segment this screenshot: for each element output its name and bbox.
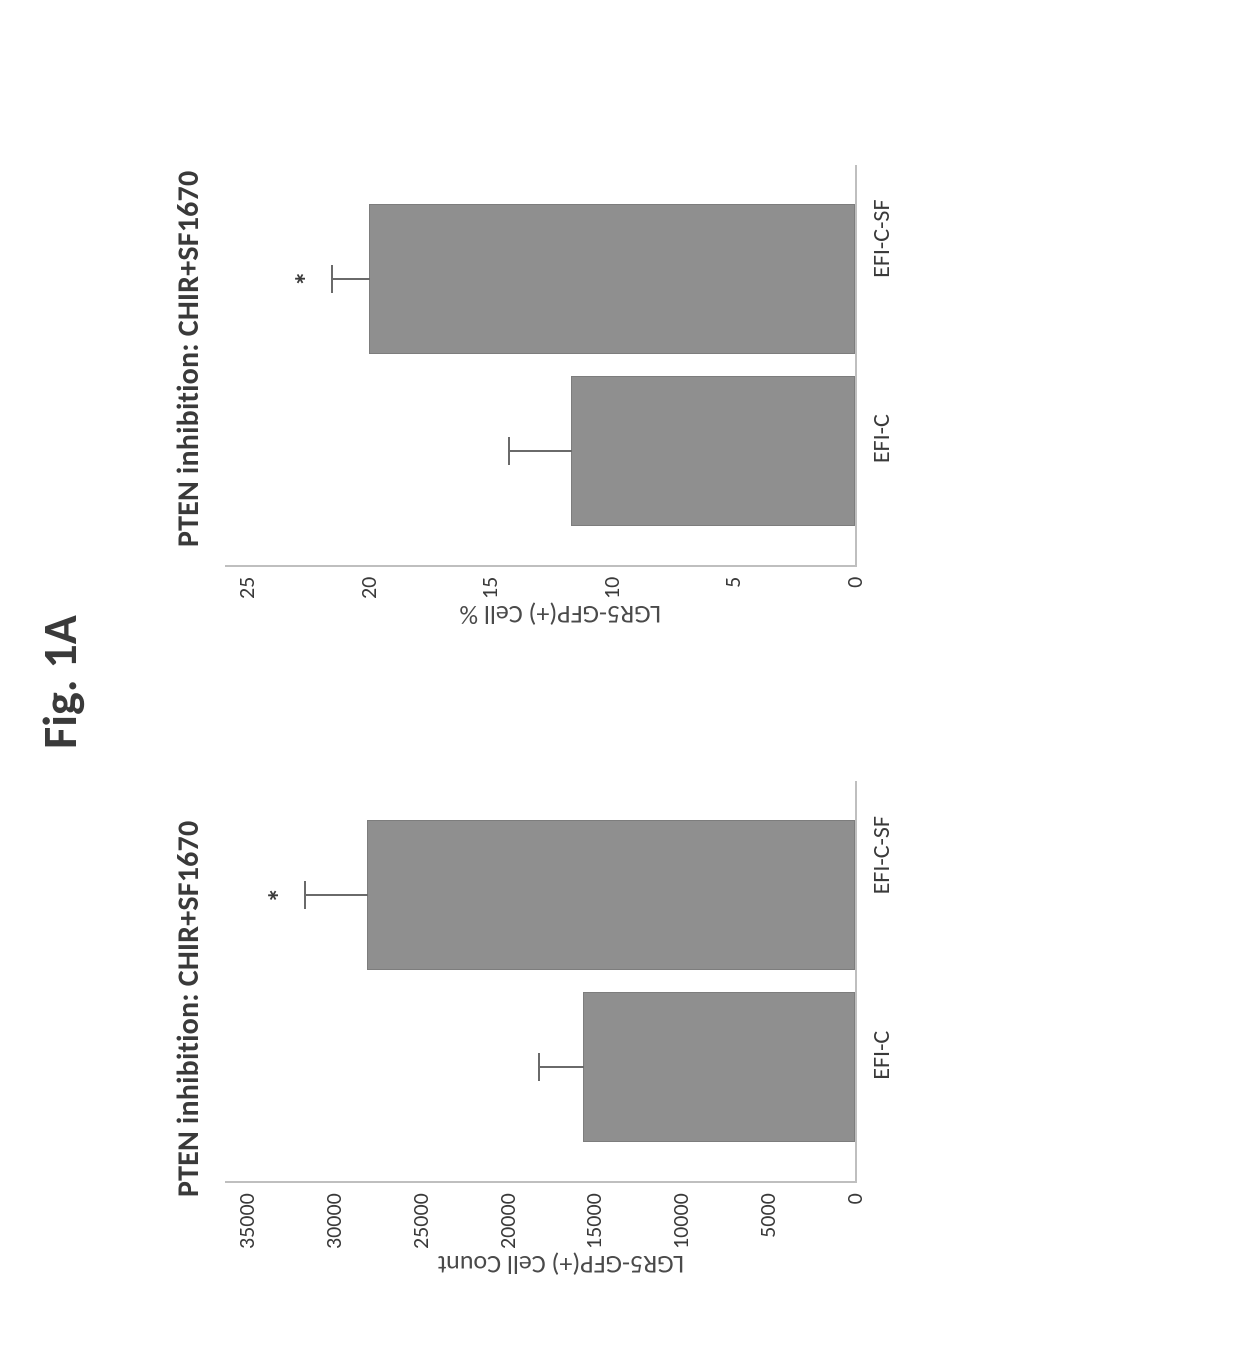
right-xcategory-label: EFI-C	[867, 364, 896, 514]
figure-canvas: Fig. 1A PTEN inhibition: CHIR+SF1670 LGR…	[0, 0, 1240, 1364]
left-bar-slot: *	[225, 820, 855, 970]
left-bar: *	[367, 820, 855, 970]
right-chart-body: LGR5-GFP(+) Cell % 2520151050 * EFI-CEFI…	[225, 77, 896, 637]
right-ytick: 5	[722, 577, 744, 588]
right-errorbar	[332, 278, 370, 280]
page: Fig. 1A PTEN inhibition: CHIR+SF1670 LGR…	[0, 0, 1240, 1364]
left-chart-xcategories: EFI-C EFI-C-SF	[857, 727, 896, 1183]
left-chart-plot: *	[225, 781, 857, 1183]
left-chart-body: LGR5-GFP(+) Cell Count 35000 30000 25000 20…	[225, 727, 896, 1287]
left-ytick: 25000	[410, 1193, 432, 1249]
right-errorbar	[509, 450, 572, 452]
right-chart-plot: *	[225, 165, 857, 567]
right-bar-slot: *	[225, 204, 855, 354]
right-chart-yaxis: 2520151050	[225, 567, 855, 599]
left-ytick: 35000	[236, 1193, 258, 1249]
right-chart-ylabel: LGR5-GFP(+) Cell %	[225, 599, 896, 637]
right-chart: PTEN inhibition: CHIR+SF1670 LGR5-GFP(+)…	[170, 77, 896, 637]
left-significance-marker: *	[262, 888, 299, 903]
right-significance-marker: *	[289, 271, 326, 286]
right-ytick: 25	[236, 577, 258, 599]
left-chart-yaxis: 35000300002500020000150001000050000	[225, 1183, 855, 1249]
right-chart-title: PTEN inhibition: CHIR+SF1670	[170, 77, 207, 547]
left-errorbar	[539, 1066, 584, 1068]
left-chart: PTEN inhibition: CHIR+SF1670 LGR5-GFP(+)…	[170, 727, 896, 1287]
left-bar-slot	[225, 992, 855, 1142]
right-ytick: 0	[844, 577, 866, 588]
left-ytick: 5000	[757, 1193, 779, 1238]
left-ytick: 0	[844, 1193, 866, 1204]
right-bar: *	[369, 204, 855, 354]
right-ytick: 20	[358, 577, 380, 599]
right-bar-slot	[225, 376, 855, 526]
left-chart-title: PTEN inhibition: CHIR+SF1670	[170, 727, 207, 1197]
left-ytick: 15000	[583, 1193, 605, 1249]
left-ytick: 20000	[497, 1193, 519, 1249]
right-bar	[571, 376, 855, 526]
right-chart-bars: *	[225, 165, 855, 565]
left-bar	[583, 992, 855, 1142]
left-xcategory-label: EFI-C	[867, 980, 896, 1130]
right-chart-xcategories: EFI-C EFI-C-SF	[857, 111, 896, 567]
left-chart-ylabel: LGR5-GFP(+) Cell Count	[225, 1249, 896, 1287]
left-errorbar	[305, 894, 368, 896]
left-ytick: 30000	[323, 1193, 345, 1249]
left-chart-bars: *	[225, 781, 855, 1181]
charts-row: PTEN inhibition: CHIR+SF1670 LGR5-GFP(+)…	[170, 40, 896, 1324]
right-ytick: 10	[601, 577, 623, 599]
right-ytick: 15	[479, 577, 501, 599]
left-xcategory-label: EFI-C-SF	[867, 780, 896, 930]
figure-label: Fig. 1A	[30, 615, 89, 749]
right-xcategory-label: EFI-C-SF	[867, 164, 896, 314]
left-ytick: 10000	[670, 1193, 692, 1249]
